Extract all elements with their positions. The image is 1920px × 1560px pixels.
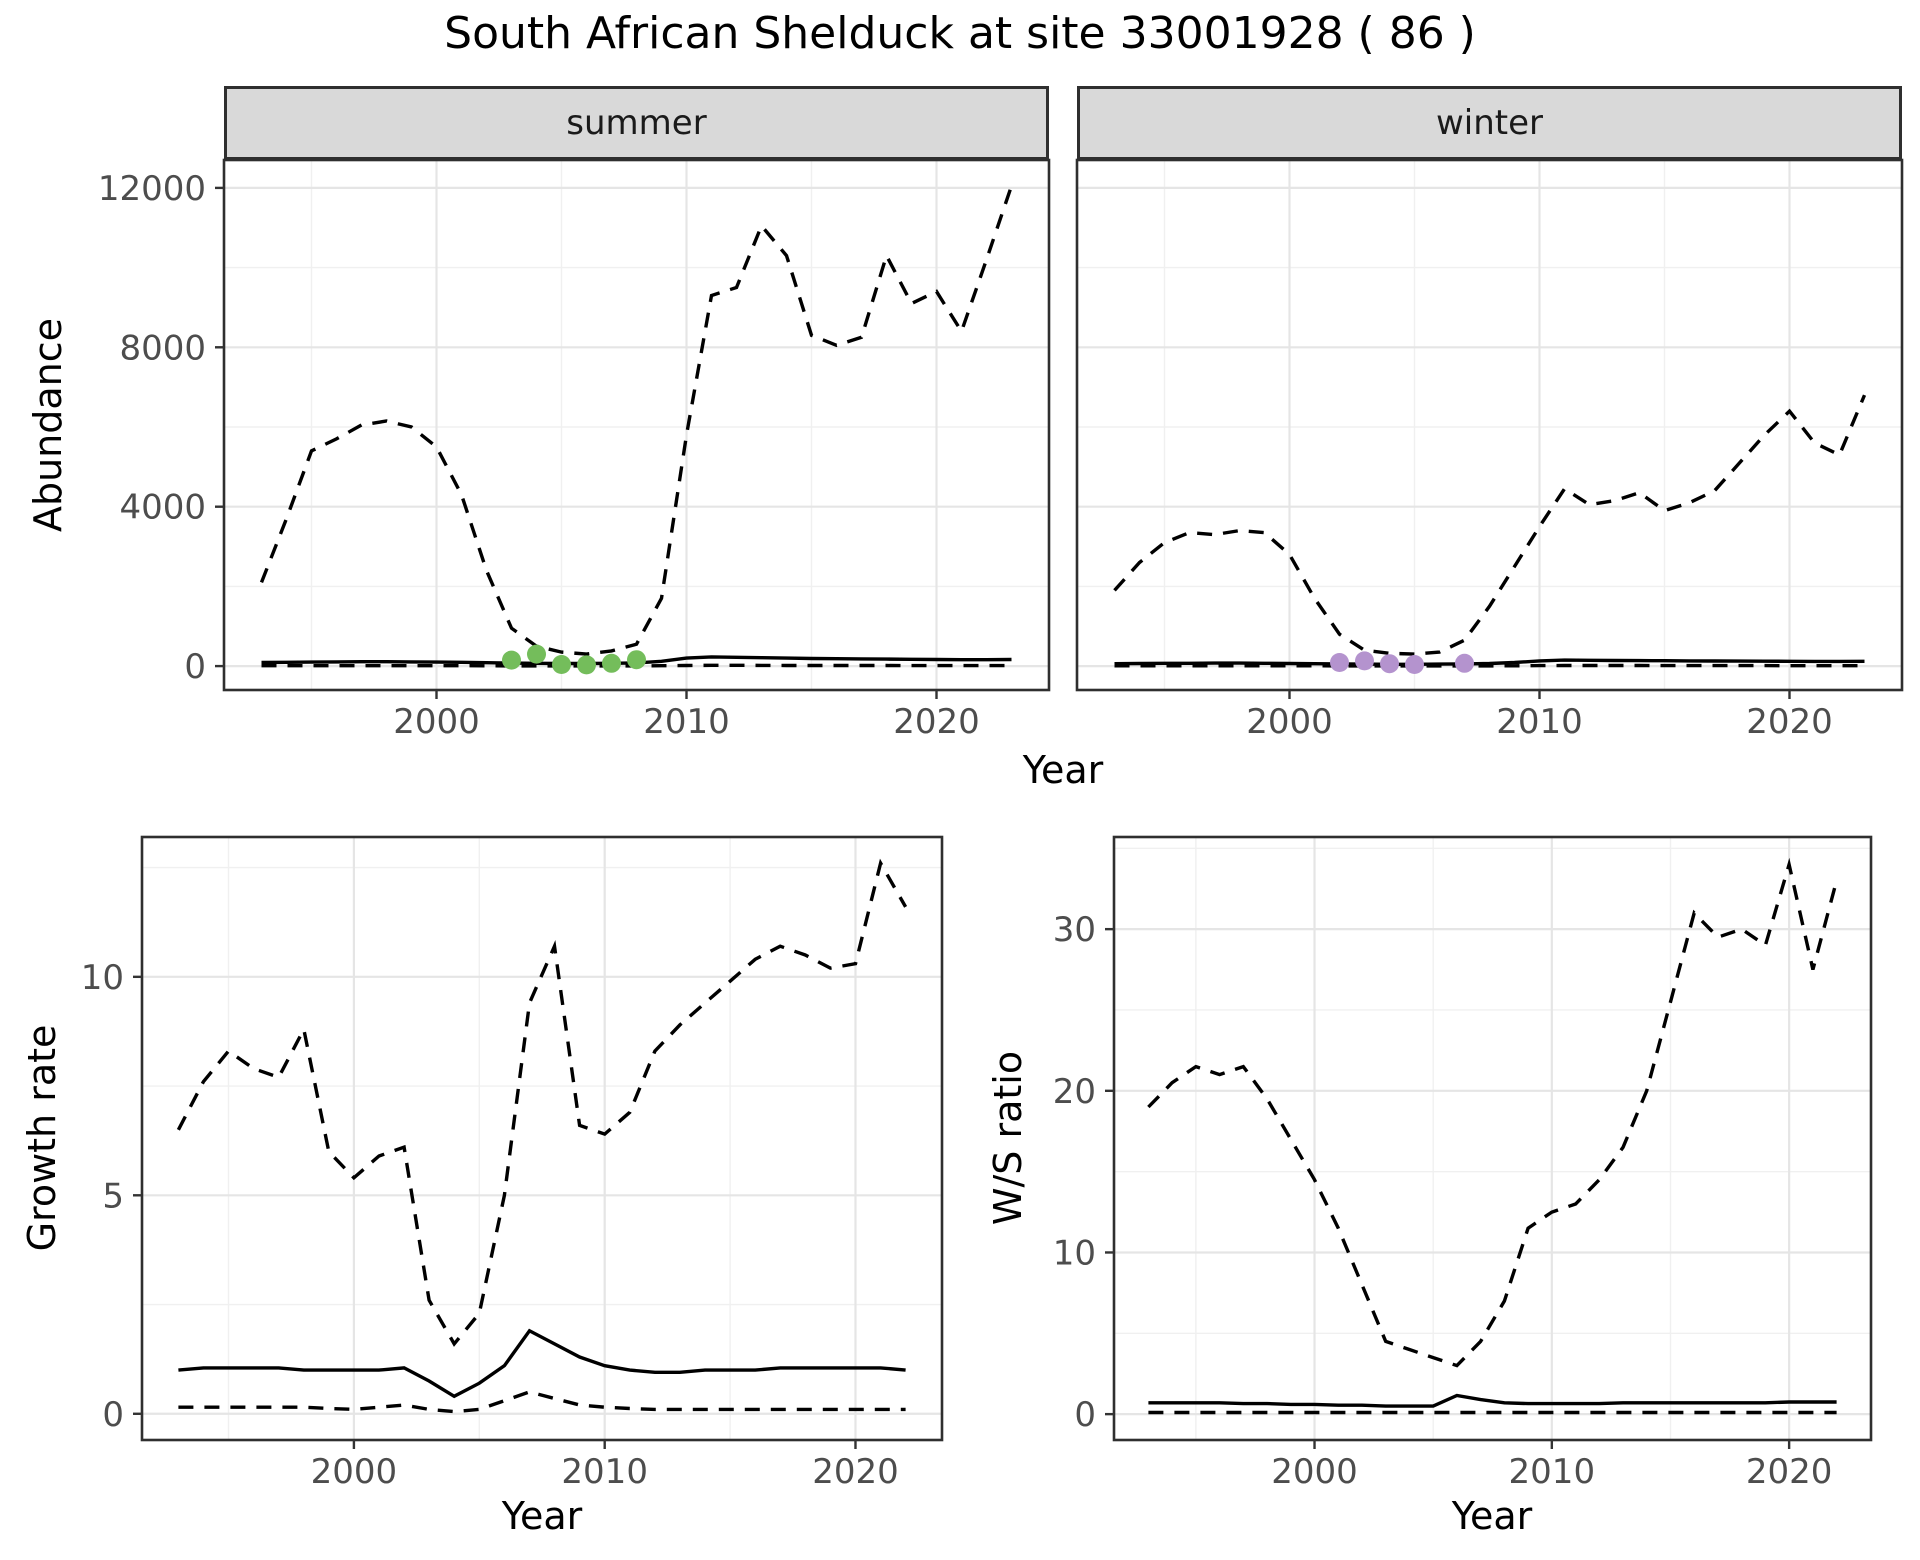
figure-title: South African Shelduck at site 33001928 … bbox=[444, 8, 1476, 59]
abundance-winter-x-tick-label: 2000 bbox=[1246, 702, 1333, 742]
abundance-winter-gridlines bbox=[1077, 160, 1902, 690]
ws-ratio-panel: 2000 2010 2020 0 10 20 30 bbox=[1053, 835, 1873, 1492]
abundance-summer-y-tick-label: 8000 bbox=[119, 328, 206, 368]
abundance-summer-y-tick-label: 4000 bbox=[119, 488, 206, 528]
abundance-winter-x-tick-label: 2010 bbox=[1496, 702, 1583, 742]
abundance-winter-highlight-point bbox=[1355, 651, 1374, 671]
top-row-x-axis-title: Year bbox=[1022, 748, 1104, 792]
growth-rate-y-tick-label: 10 bbox=[81, 958, 124, 998]
growth-rate-y-tick-label: 0 bbox=[102, 1395, 124, 1435]
ws-ratio-y-tick-label: 30 bbox=[1053, 910, 1096, 950]
abundance-summer-highlight-point bbox=[552, 655, 571, 674]
growth-rate-panel: 2000 2010 2020 0 5 10 bbox=[81, 835, 944, 1492]
abundance-winter-highlight-point bbox=[1380, 654, 1399, 674]
ws-ratio-x-tick-label: 2020 bbox=[1746, 1452, 1833, 1492]
abundance-winter-highlight-point bbox=[1455, 653, 1474, 673]
abundance-summer-highlight-point bbox=[577, 655, 596, 675]
growth-rate-y-axis-title: Growth rate bbox=[20, 1024, 64, 1252]
abundance-summer-panel: 2000 2010 2020 0 4000 8000 12000 bbox=[98, 158, 1051, 742]
abundance-y-axis-title: Abundance bbox=[26, 317, 70, 533]
growth-rate-x-tick-label: 2010 bbox=[561, 1452, 648, 1492]
facet-strip-winter: winter bbox=[1077, 86, 1902, 160]
ws-ratio-y-axis-title: W/S ratio bbox=[986, 1050, 1030, 1226]
abundance-winter-x-tick-label: 2020 bbox=[1746, 702, 1833, 742]
abundance-winter-upper-ci-line bbox=[1113, 394, 1867, 656]
ws-ratio-x-tick-label: 2000 bbox=[1271, 1452, 1358, 1492]
growth-rate-x-tick-label: 2000 bbox=[311, 1452, 398, 1492]
abundance-summer-x-tick-label: 2020 bbox=[893, 702, 980, 742]
ws-ratio-x-axis-title: Year bbox=[1451, 1494, 1533, 1538]
ws-ratio-y-tick-label: 0 bbox=[1074, 1395, 1096, 1435]
growth-rate-x-tick-label: 2020 bbox=[812, 1452, 899, 1492]
facet-strip-summer-label: summer bbox=[566, 103, 707, 143]
ws-ratio-y-tick-label: 10 bbox=[1053, 1233, 1096, 1273]
abundance-winter-median-line bbox=[1114, 658, 1865, 666]
growth-rate-x-axis-title: Year bbox=[501, 1494, 583, 1538]
ws-ratio-y-tick-label: 20 bbox=[1053, 1072, 1096, 1112]
abundance-winter-highlight-point bbox=[1330, 653, 1349, 672]
abundance-winter-panel: 2000 2010 2020 bbox=[1075, 158, 1904, 742]
abundance-summer-highlight-point bbox=[527, 644, 546, 664]
growth-rate-median-line bbox=[178, 1328, 906, 1399]
abundance-summer-highlight-point bbox=[502, 650, 521, 670]
abundance-summer-x-tick-label: 2010 bbox=[643, 702, 730, 742]
facet-strip-winter-label: winter bbox=[1435, 103, 1544, 143]
ws-ratio-x-tick-label: 2010 bbox=[1509, 1452, 1596, 1492]
abundance-summer-highlight-point bbox=[627, 650, 646, 670]
facet-strip-summer: summer bbox=[224, 86, 1049, 160]
growth-rate-lower-ci-line bbox=[178, 1390, 906, 1414]
ws-ratio-upper-ci-line bbox=[1147, 857, 1839, 1368]
abundance-summer-x-tick-label: 2000 bbox=[393, 702, 480, 742]
abundance-summer-y-tick-label: 12000 bbox=[98, 169, 206, 209]
abundance-summer-highlight-point bbox=[602, 653, 621, 673]
abundance-summer-upper-ci-line bbox=[259, 185, 1014, 656]
ws-ratio-median-line bbox=[1148, 1393, 1837, 1408]
abundance-winter-highlight-point bbox=[1405, 655, 1424, 674]
growth-rate-upper-ci-line bbox=[176, 858, 908, 1347]
abundance-summer-y-tick-label: 0 bbox=[184, 647, 206, 687]
growth-rate-y-tick-label: 5 bbox=[102, 1176, 124, 1216]
